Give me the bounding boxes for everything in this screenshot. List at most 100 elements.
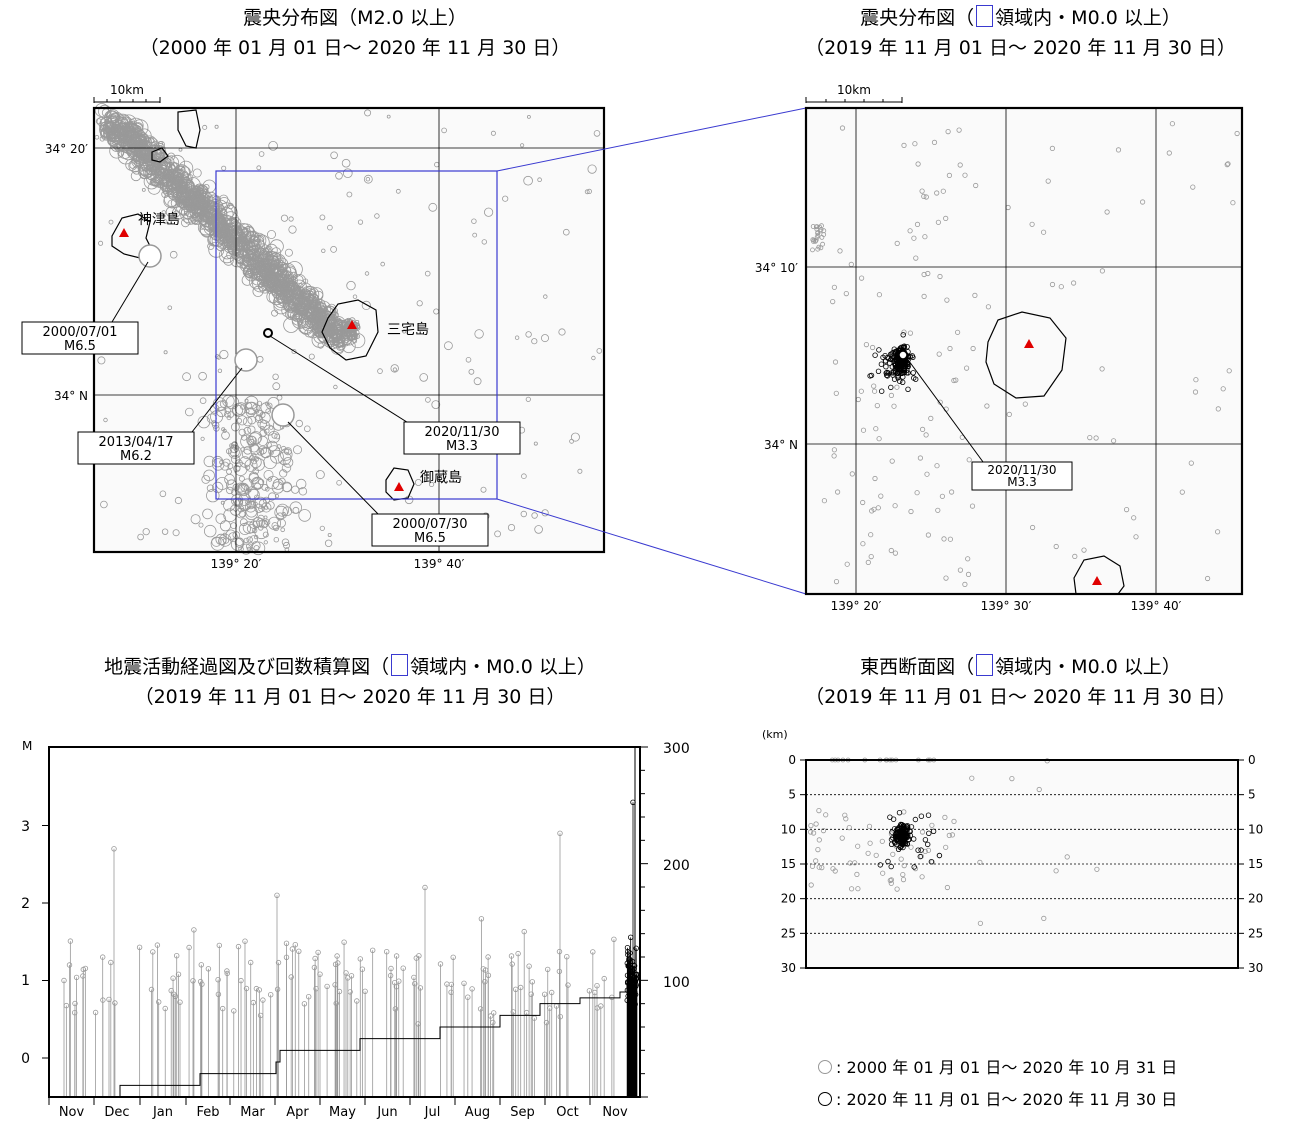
epicenter-marker [103,127,116,140]
epicenter-marker [514,335,520,340]
magnitude-stem-head [485,972,492,978]
magnitude-stem-head [313,986,319,992]
epicenter-marker [262,247,269,254]
epicenter-marker [259,262,276,279]
epicenter-marker [473,377,482,386]
epicenter-marker [150,169,164,183]
magnitude-stem-head [341,939,347,945]
epicenter-marker [224,473,236,485]
epicenter-marker [1188,460,1194,466]
magnitude-stem-head [482,979,488,985]
epicenter-marker [163,350,168,355]
epicenter-marker [531,512,538,519]
epicenter-marker [269,449,284,464]
depth-event [944,884,951,891]
magnitude-stem-head [301,1001,308,1007]
epicenter-marker [177,196,184,203]
epicenter-marker [294,295,308,309]
magnitude-stem-head [231,1008,237,1014]
magnitude-stem-head [437,961,444,967]
svg-text:2000/07/30: 2000/07/30 [393,517,468,532]
epicenter-marker [472,232,478,238]
magnitude-stem-head [71,1010,78,1016]
epicenter-marker [238,233,247,242]
epicenter-marker [198,522,204,528]
epicenter-marker [298,487,308,496]
epicenter-marker [963,365,970,371]
depth-event [873,852,879,858]
epicenter-marker [238,522,251,535]
epicenter-marker [956,127,962,133]
volcano-icon [1024,339,1034,348]
epicenter-marker [237,240,244,247]
svg-text:M3.3: M3.3 [446,439,478,454]
depth-tick-label: 0 [788,753,796,767]
epicenter-marker [225,448,232,455]
magnitude-stem-head [315,949,321,956]
epicenter-marker [586,188,592,194]
epicenter-marker [951,377,957,384]
epicenter-marker [345,330,352,337]
epicenter-marker [158,177,165,184]
epicenter-marker [230,441,239,450]
epicenter-marker [221,431,230,440]
epicenter-marker [251,238,266,253]
region-box-icon [976,654,994,676]
recent-depth-event [894,829,900,835]
magnitude-stem-head [392,1006,399,1012]
epicenter-marker [169,154,186,171]
epicenter-marker [246,546,251,552]
epicenter-marker [221,165,227,171]
epicenter-marker [153,157,164,169]
epicenter-marker [167,199,177,209]
magnitude-stem-head [393,953,400,959]
magnitude-stem-head [100,997,106,1003]
epicenter-marker [233,464,241,473]
epicenter-marker [250,271,265,286]
epicenter-marker [377,368,383,374]
magnitude-stem-head [260,997,266,1003]
epicenter-marker [318,333,327,343]
epicenter-marker [494,530,502,538]
epicenter-marker [966,457,972,463]
recent-depth-event [918,813,925,819]
overview-lon-label: 139° 40′ [414,557,465,571]
epicenter-marker [172,167,181,176]
magnitude-stem-head [72,1000,78,1007]
epicenter-marker [241,449,252,460]
depth-event [852,860,858,866]
depth-tick-label: 5 [1248,788,1256,802]
depth-event [820,827,827,834]
recent-magnitude-stem-head [627,950,633,956]
epicenter-marker [117,149,125,157]
epicenter-marker [523,175,533,186]
month-label: Apr [286,1105,309,1120]
magnitude-stem-head [215,991,222,997]
epicenter-marker [962,581,968,588]
depth-tick-label: 25 [1248,926,1263,940]
magnitude-stem-head [508,953,515,959]
epicenter-marker [269,450,274,455]
epicenter-marker [265,408,272,415]
epicenter-marker [894,240,900,246]
island-label: 神津島 [138,212,180,228]
epicenter-marker [308,353,315,360]
recent-epicenter-marker [898,370,905,376]
depth-event [810,830,817,836]
magnitude-stem-head [312,955,318,962]
depth-event [846,824,852,831]
epicenter-marker [268,141,278,151]
epicenter-marker [871,506,877,512]
magnitude-stem-head [545,966,551,973]
epicenter-marker [220,500,225,505]
epicenter-marker [291,348,297,354]
epicenter-marker [224,407,231,414]
epicenter-marker [267,477,273,482]
epicenter-marker [480,486,487,493]
epicenter-marker [256,447,265,456]
epicenter-marker [1093,435,1099,441]
epicenter-marker [202,205,214,217]
month-label: Jun [376,1105,397,1120]
epicenter-marker [265,252,271,258]
